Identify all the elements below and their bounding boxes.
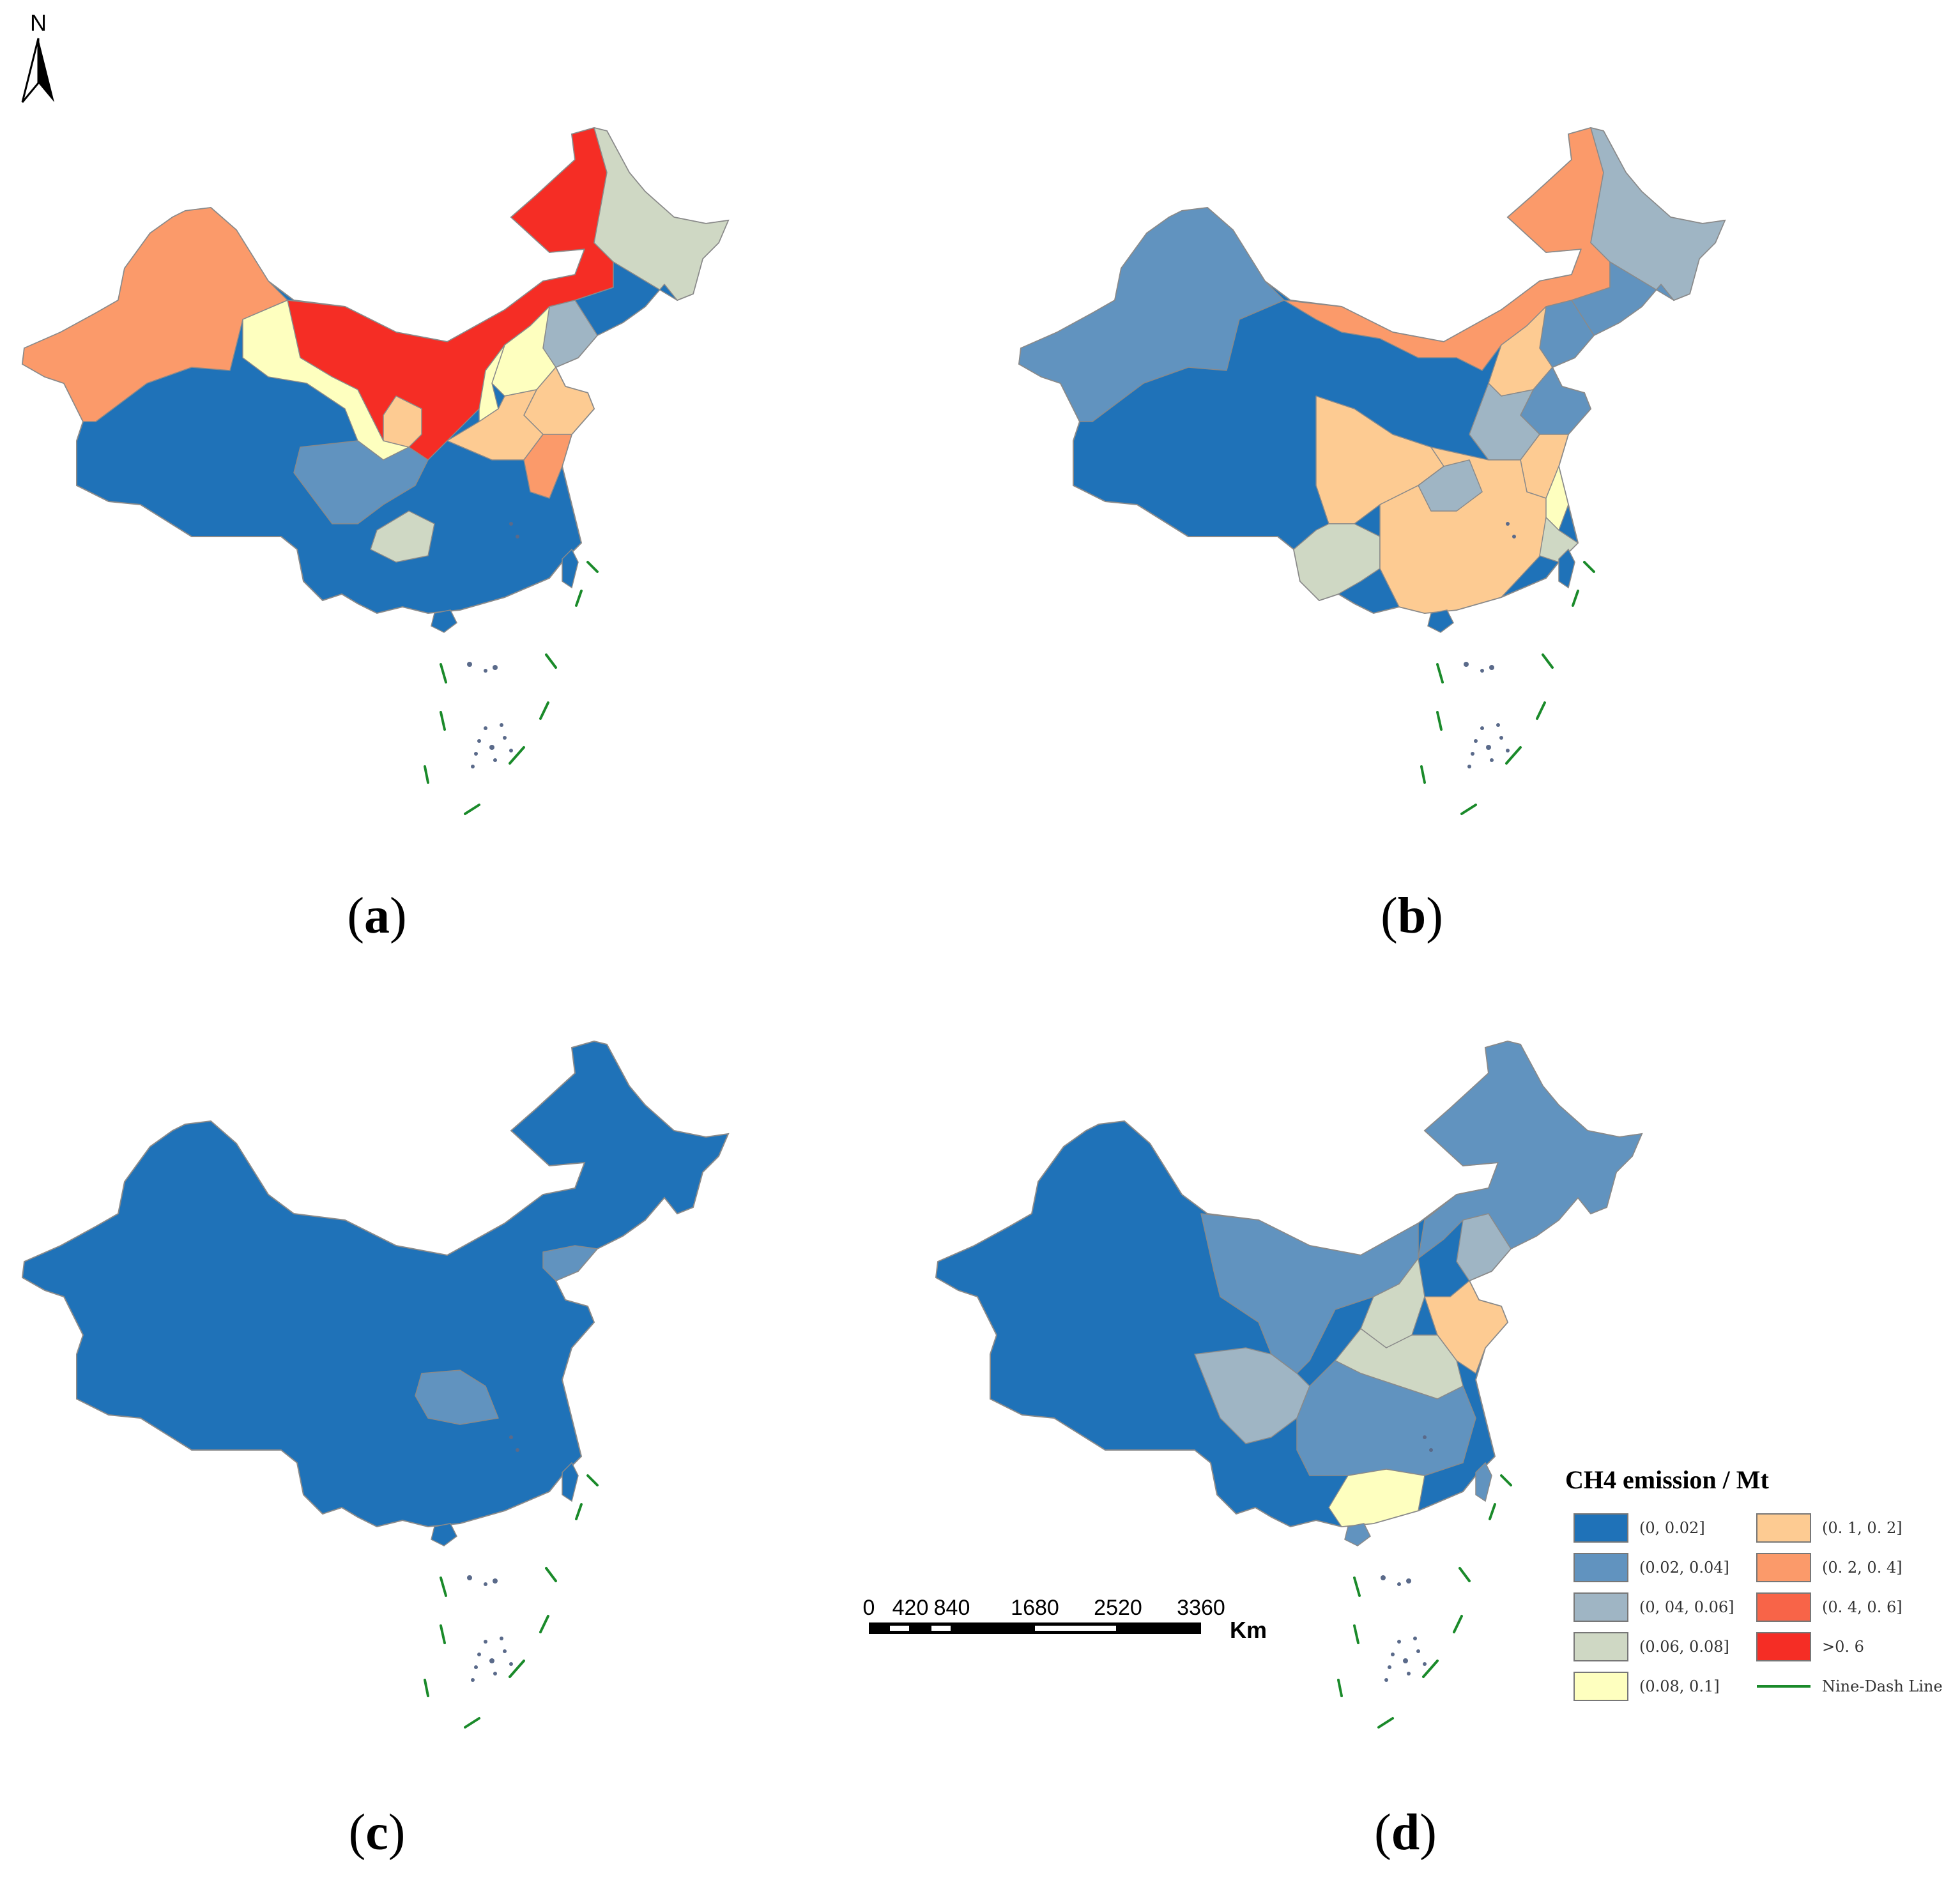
legend-label-2: (0, 04, 0.06] bbox=[1639, 1598, 1734, 1616]
map-panel-b: (b) bbox=[1018, 127, 1726, 944]
legend-label-3: (0.06, 0.08] bbox=[1639, 1638, 1729, 1656]
region-b-xinjiang bbox=[1018, 207, 1285, 422]
legend-item-5: (0. 1, 0. 2] bbox=[1756, 1513, 1903, 1543]
legend-label-5: (0. 1, 0. 2] bbox=[1822, 1519, 1903, 1537]
china-outline-c bbox=[22, 1041, 729, 1527]
scale-unit: Km bbox=[1230, 1617, 1267, 1643]
region-a-guizhou bbox=[370, 510, 435, 563]
scale-tick-5: 3360 bbox=[1177, 1596, 1225, 1620]
legend-swatch-3 bbox=[1573, 1632, 1628, 1661]
legend: CH4 emission / Mt (0, 0.02] (0.02, 0.04]… bbox=[1565, 1465, 1943, 1701]
legend-swatch-5 bbox=[1756, 1513, 1811, 1543]
legend-swatch-7 bbox=[1756, 1592, 1811, 1622]
scale-tick-2: 840 bbox=[934, 1596, 970, 1620]
scale-segment-3 bbox=[1035, 1626, 1116, 1631]
scale-tick-1: 420 bbox=[892, 1596, 929, 1620]
panel-label-a: (a) bbox=[347, 888, 406, 944]
panel-label-c: (c) bbox=[349, 1805, 406, 1861]
panel-d-letter: d bbox=[1391, 1805, 1420, 1861]
region-d-liaoning bbox=[1456, 1213, 1512, 1281]
region-d-northeast bbox=[1418, 1041, 1642, 1259]
region-a-jilin bbox=[574, 261, 678, 336]
region-b-yunnan bbox=[1293, 523, 1381, 601]
legend-item-1: (0.02, 0.04] bbox=[1573, 1553, 1729, 1582]
scale-tick-4: 2520 bbox=[1094, 1596, 1142, 1620]
legend-col-right: (0. 1, 0. 2] (0. 2, 0. 4] (0. 4, 0. 6] >… bbox=[1756, 1513, 1943, 1695]
legend-label-7: (0. 4, 0. 6] bbox=[1822, 1598, 1903, 1616]
legend-title: CH4 emission / Mt bbox=[1565, 1465, 1770, 1494]
region-b-heilongjiang bbox=[1590, 127, 1726, 301]
legend-label-4: (0.08, 0.1] bbox=[1639, 1677, 1720, 1695]
north-arrow-head-icon bbox=[38, 38, 54, 102]
region-a-heilongjiang bbox=[593, 127, 729, 301]
north-arrow: N bbox=[21, 10, 54, 103]
region-c-liaoning bbox=[542, 1245, 598, 1281]
legend-col-left: (0, 0.02] (0.02, 0.04] (0, 04, 0.06] (0.… bbox=[1573, 1513, 1734, 1701]
panel-b-letter: b bbox=[1398, 888, 1427, 944]
legend-label-0: (0, 0.02] bbox=[1639, 1519, 1705, 1537]
panel-a-letter: a bbox=[364, 888, 390, 944]
legend-item-2: (0, 04, 0.06] bbox=[1573, 1592, 1734, 1622]
legend-item-0: (0, 0.02] bbox=[1573, 1513, 1705, 1543]
scale-tick-3: 1680 bbox=[1011, 1596, 1059, 1620]
legend-item-nine-dash: Nine-Dash Line bbox=[1757, 1677, 1943, 1695]
legend-swatch-8 bbox=[1756, 1632, 1811, 1661]
legend-item-8: >0. 6 bbox=[1756, 1632, 1864, 1661]
region-d-central-south bbox=[1296, 1360, 1476, 1476]
map-panel-c: (c) bbox=[22, 1041, 729, 1861]
legend-item-6: (0. 2, 0. 4] bbox=[1756, 1553, 1903, 1582]
legend-label-8: >0. 6 bbox=[1822, 1638, 1864, 1656]
region-a-sichuan bbox=[293, 440, 429, 524]
legend-item-7: (0. 4, 0. 6] bbox=[1756, 1592, 1903, 1622]
north-label: N bbox=[30, 10, 47, 36]
legend-label-6: (0. 2, 0. 4] bbox=[1822, 1559, 1903, 1577]
legend-swatch-0 bbox=[1573, 1513, 1628, 1543]
north-arrow-outline-icon bbox=[21, 38, 40, 103]
map-panel-a: (a) bbox=[22, 127, 729, 944]
region-d-guangdong bbox=[1328, 1469, 1425, 1527]
panel-c-letter: c bbox=[365, 1805, 388, 1861]
region-c-chongqing bbox=[415, 1370, 499, 1425]
region-b-hubei bbox=[1418, 459, 1483, 512]
legend-swatch-1 bbox=[1573, 1553, 1628, 1582]
scale-segment-1 bbox=[890, 1626, 909, 1631]
map-panel-d: (d) bbox=[935, 1041, 1642, 1861]
legend-swatch-2 bbox=[1573, 1592, 1628, 1622]
region-a-anhui bbox=[523, 434, 572, 499]
legend-line-label: Nine-Dash Line bbox=[1822, 1677, 1943, 1695]
scale-segment-2 bbox=[931, 1626, 951, 1631]
panel-label-d: (d) bbox=[1374, 1805, 1437, 1861]
legend-item-4: (0.08, 0.1] bbox=[1573, 1672, 1720, 1701]
region-b-zhejiang bbox=[1545, 466, 1569, 531]
legend-item-3: (0.06, 0.08] bbox=[1573, 1632, 1729, 1661]
legend-swatch-6 bbox=[1756, 1553, 1811, 1582]
region-b-jilin bbox=[1571, 261, 1674, 336]
panel-label-b: (b) bbox=[1381, 888, 1443, 944]
region-a-henan bbox=[447, 389, 544, 461]
region-d-inner-mongolia-west bbox=[1200, 1213, 1419, 1374]
scale-bar: 0 420 840 1680 2520 3360 Km bbox=[863, 1596, 1267, 1643]
legend-label-1: (0.02, 0.04] bbox=[1639, 1559, 1729, 1577]
scale-tick-0: 0 bbox=[863, 1596, 875, 1620]
legend-swatch-4 bbox=[1573, 1672, 1628, 1701]
